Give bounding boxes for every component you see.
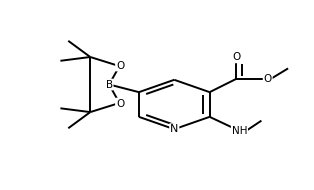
Text: N: N bbox=[170, 124, 178, 134]
Text: B: B bbox=[106, 80, 113, 89]
Text: NH: NH bbox=[232, 126, 247, 136]
Text: O: O bbox=[263, 74, 272, 84]
Text: O: O bbox=[232, 52, 241, 62]
Text: O: O bbox=[116, 99, 124, 108]
Text: O: O bbox=[116, 61, 124, 70]
